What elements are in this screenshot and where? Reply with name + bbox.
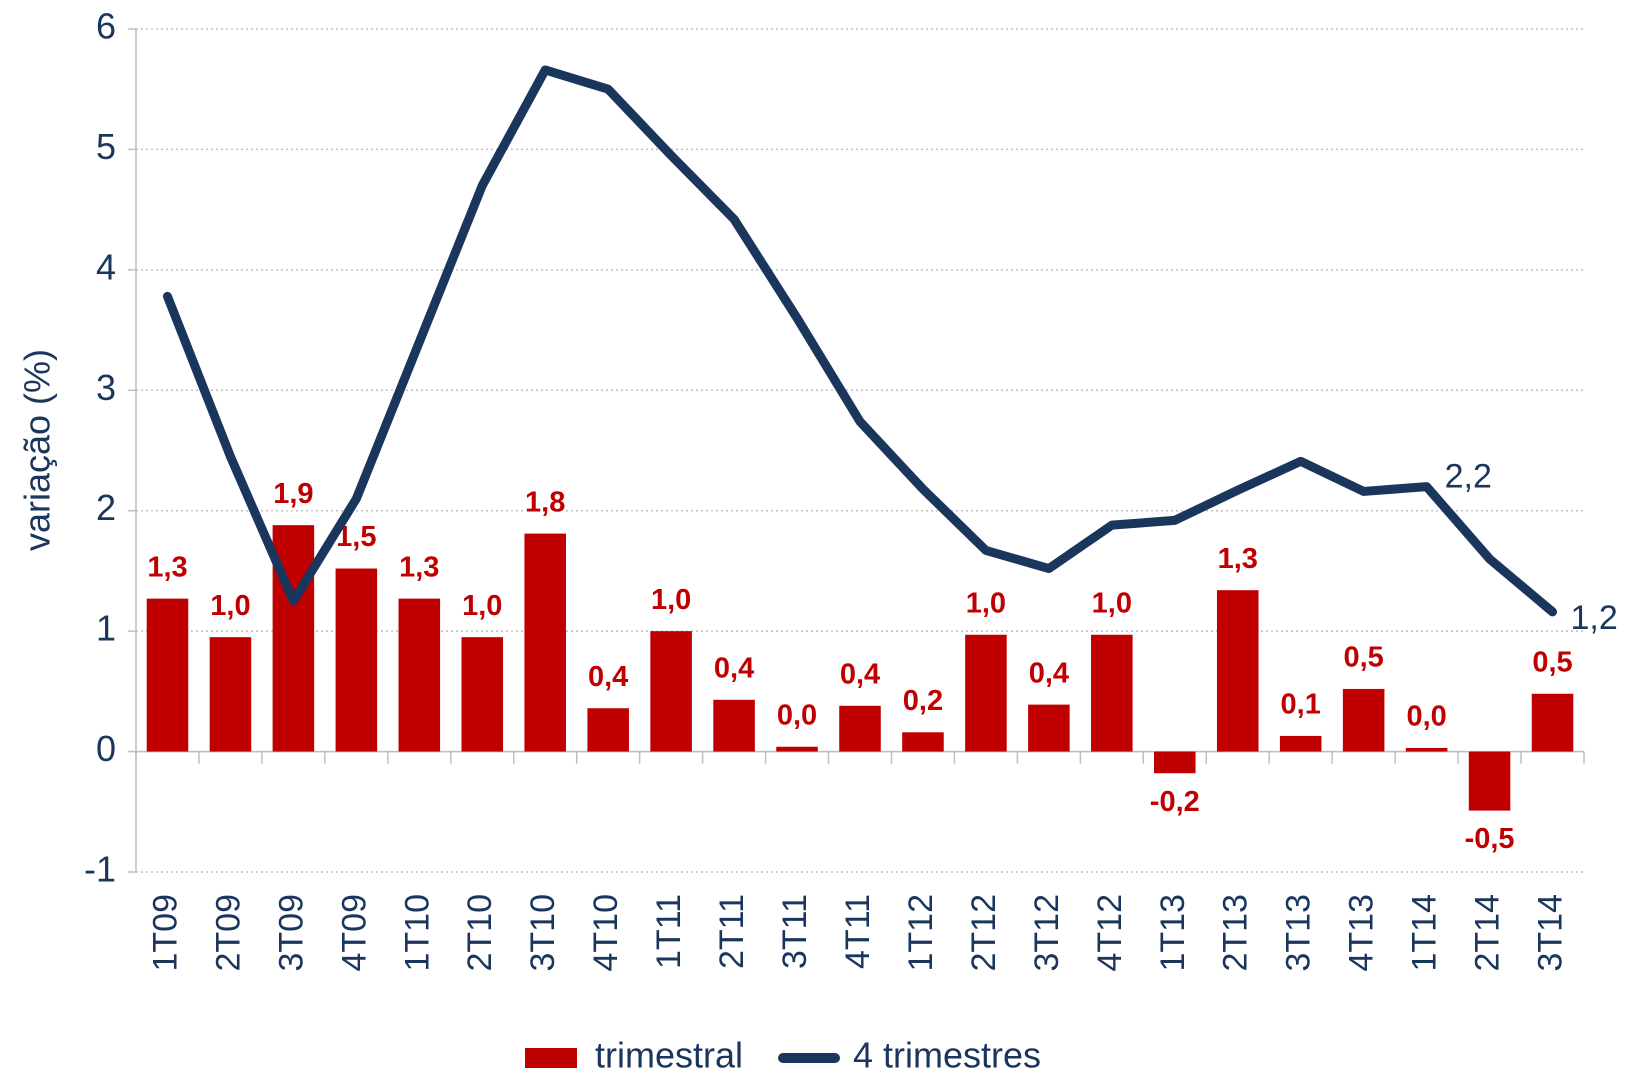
x-tick-label: 1T12 [902, 894, 940, 972]
y-tick-label: 4 [96, 246, 116, 287]
x-tick-label: 4T11 [839, 894, 877, 969]
bar [1028, 704, 1070, 752]
x-tick-label: 2T14 [1469, 894, 1507, 972]
bar-value-label: 1,0 [210, 590, 250, 622]
bar [524, 533, 566, 752]
bar-value-label: 0,1 [1281, 689, 1321, 721]
bar [902, 732, 944, 752]
bar-value-label: 0,4 [840, 658, 880, 690]
bar-value-label: 0,0 [1406, 701, 1446, 733]
x-tick-label: 2T13 [1217, 894, 1255, 972]
x-tick-label: 4T09 [335, 894, 373, 972]
legend-label: 4 trimestres [853, 1035, 1041, 1076]
bar [776, 746, 818, 752]
x-tick-label: 3T09 [272, 894, 310, 972]
x-tick-label: 4T13 [1343, 894, 1381, 972]
line-value-label: 2,2 [1445, 458, 1492, 496]
bar-value-label: 1,3 [147, 551, 187, 583]
bar [146, 598, 189, 752]
x-tick-label: 3T12 [1028, 894, 1066, 972]
line-value-label: 1,2 [1571, 599, 1618, 637]
bar-value-label: -0,2 [1150, 786, 1200, 818]
bar-value-label: 1,9 [273, 478, 313, 510]
bar [1342, 688, 1385, 752]
x-tick-label: 2T10 [461, 894, 499, 972]
bar [1531, 693, 1574, 752]
bar [839, 705, 881, 752]
bar [1405, 747, 1448, 752]
bar-value-label: 1,0 [1092, 587, 1132, 619]
y-tick-label: 2 [96, 487, 116, 528]
bar-value-label: 0,5 [1532, 646, 1572, 678]
x-tick-label: 1T14 [1406, 894, 1444, 972]
bar-value-label: 1,3 [1218, 543, 1258, 575]
legend-swatch [525, 1048, 577, 1068]
bar-value-label: 0,5 [1343, 642, 1383, 674]
bar [1091, 634, 1133, 752]
y-tick-label: 5 [96, 126, 116, 167]
bar-value-label: 0,4 [588, 661, 628, 693]
y-tick-label: 6 [96, 6, 116, 47]
bar [1216, 590, 1259, 752]
y-tick-label: -1 [84, 849, 116, 890]
bar-value-label: 1,0 [966, 587, 1006, 619]
bar [650, 631, 692, 752]
bar [335, 568, 378, 752]
legend-label: trimestral [595, 1035, 743, 1076]
bar-value-label: 1,0 [462, 590, 502, 622]
bar [713, 699, 755, 752]
x-tick-label: 2T11 [713, 894, 751, 969]
x-tick-label: 1T09 [146, 894, 184, 972]
y-tick-label: 0 [96, 728, 116, 769]
bar-value-label: 1,3 [399, 551, 439, 583]
y-tick-label: 3 [96, 367, 116, 408]
bar-value-label: 0,0 [777, 699, 817, 731]
bar [587, 708, 629, 752]
bar-value-label: -0,5 [1465, 823, 1515, 855]
x-tick-label: 3T11 [776, 894, 814, 969]
x-tick-label: 1T13 [1154, 894, 1192, 972]
bar-value-label: 0,2 [903, 685, 943, 717]
bar [461, 637, 504, 752]
bar [965, 634, 1007, 752]
bar [1154, 751, 1196, 774]
bar-value-label: 0,4 [1029, 657, 1069, 689]
x-tick-label: 2T09 [209, 894, 247, 972]
bar [398, 598, 441, 752]
x-tick-label: 4T12 [1091, 894, 1129, 972]
bar-value-label: 1,0 [651, 584, 691, 616]
line [162, 65, 1558, 617]
x-tick-label: 3T10 [524, 894, 562, 972]
bar-value-label: 0,4 [714, 652, 754, 684]
x-tick-label: 3T13 [1280, 894, 1318, 972]
x-tick-label: 4T10 [587, 894, 625, 972]
x-tick-label: 1T11 [650, 894, 688, 969]
x-tick-label: 1T10 [398, 894, 436, 972]
x-tick-label: 2T12 [965, 894, 1003, 972]
bar [1468, 751, 1511, 811]
x-tick-label: 3T14 [1532, 894, 1570, 972]
y-axis-label: variação (%) [17, 349, 58, 551]
bar [1279, 735, 1322, 752]
bar-value-label: 1,5 [336, 521, 376, 553]
bar [209, 637, 252, 752]
bar-value-label: 1,8 [525, 486, 565, 518]
y-tick-label: 1 [96, 608, 116, 649]
